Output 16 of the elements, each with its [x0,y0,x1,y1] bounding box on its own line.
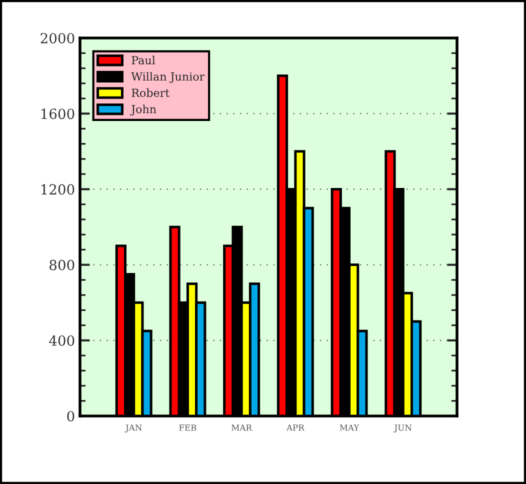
legend-label: John [130,104,156,116]
legend-label: Robert [132,88,170,97]
y-tick-label: 0 [67,410,74,422]
x-tick-label: MAR [232,424,252,431]
y-tick-label: 1600 [41,108,74,120]
y-tick-label: 400 [49,335,74,346]
y-tick-label: 800 [50,260,74,270]
legend-label: Paul [132,56,156,64]
x-tick-label: JAN [124,424,142,432]
y-tick-label: 1200 [41,184,74,195]
y-tick-label: 2000 [40,32,74,44]
x-tick-label: APR [286,424,305,431]
x-tick-label: FEB [179,424,196,431]
x-tick-label: MAY [340,424,360,431]
legend-label: Willan Junior [131,72,205,83]
x-tick-label: JUN [394,424,412,432]
